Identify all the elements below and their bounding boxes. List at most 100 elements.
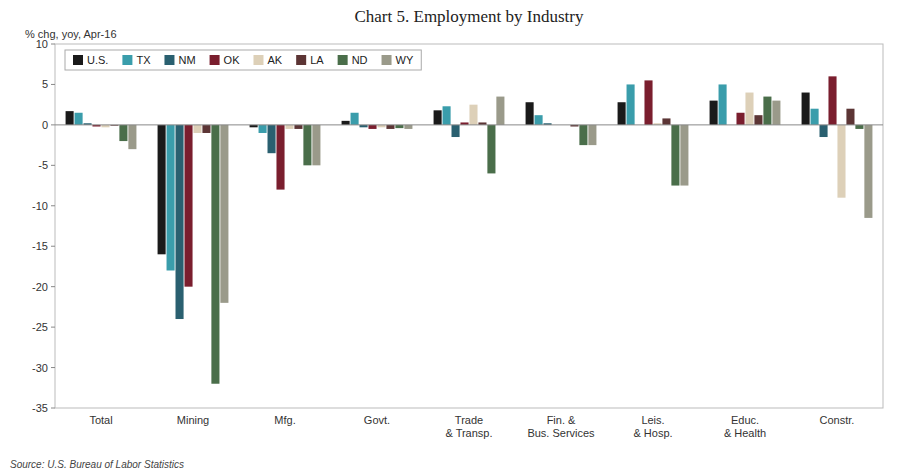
legend-swatch [122, 55, 132, 65]
x-tick-label: Govt. [364, 414, 390, 426]
y-tick-label: -20 [32, 281, 48, 293]
legend-label: NM [178, 54, 195, 66]
bar [211, 125, 219, 384]
legend-label: OK [224, 54, 241, 66]
x-tick-label: Trade& Transp. [445, 414, 492, 439]
bar [220, 125, 228, 303]
bar [736, 113, 744, 125]
x-tick-label: Mining [177, 414, 209, 426]
bar [294, 125, 302, 129]
bar [434, 110, 442, 125]
y-tick [51, 286, 55, 287]
legend-label: ND [352, 54, 368, 66]
bar [671, 125, 679, 186]
x-axis: Total Mining Mfg. Govt. Trade& Transp. Fin. &… [89, 414, 854, 439]
bar [719, 84, 727, 124]
legend-swatch [338, 55, 348, 65]
x-tick-label: Leis.& Hosp. [633, 414, 672, 439]
bar [312, 125, 320, 165]
bar [404, 125, 412, 129]
bar [828, 76, 836, 125]
bar [119, 125, 127, 141]
x-tick-label: Fin. &Bus. Services [527, 414, 595, 439]
plot-frame [55, 44, 883, 408]
y-tick [51, 44, 55, 45]
bar [487, 125, 495, 174]
y-tick-label: -25 [32, 321, 48, 333]
bar [75, 113, 83, 125]
bar [802, 93, 810, 125]
x-tick-label: Constr. [820, 414, 855, 426]
bar [158, 125, 166, 254]
y-tick [51, 205, 55, 206]
bar [710, 101, 718, 125]
title: Chart 5. Employment by Industry [354, 7, 584, 26]
legend-swatch [164, 55, 174, 65]
bar [176, 125, 184, 319]
bar [496, 97, 504, 125]
bar [745, 93, 753, 125]
bar [618, 102, 626, 125]
bar [846, 109, 854, 125]
y-tick [51, 367, 55, 368]
bar [855, 125, 863, 129]
y-tick-label: 0 [42, 119, 48, 131]
bar [811, 109, 819, 125]
y-tick-label: -10 [32, 200, 48, 212]
bar [763, 97, 771, 125]
bar [837, 125, 845, 198]
bar [443, 106, 451, 125]
x-tick-label: Educ.& Health [724, 414, 766, 439]
y-tick-label: 5 [42, 78, 48, 90]
zero-line [55, 124, 883, 125]
bar [662, 118, 670, 124]
bar [268, 125, 276, 153]
bar [128, 125, 136, 149]
bar [351, 113, 359, 125]
legend-swatch [296, 55, 306, 65]
bar [167, 125, 175, 271]
legend-swatch [382, 55, 392, 65]
bar [184, 125, 192, 287]
legend-label: U.S. [87, 54, 108, 66]
legend-label: LA [310, 54, 324, 66]
bar [864, 125, 872, 218]
chart: Chart 5. Employment by Industry% chg, yo… [0, 0, 898, 476]
bar [259, 125, 267, 133]
legend-label: AK [267, 54, 282, 66]
source: Source: U.S. Bureau of Labor Statistics [10, 459, 184, 470]
y-tick-label: -35 [32, 402, 48, 414]
bar [820, 125, 828, 137]
y-tick-label: -15 [32, 240, 48, 252]
x-tick-label: Mfg. [274, 414, 295, 426]
bars [66, 76, 873, 383]
legend-swatch [210, 55, 220, 65]
bar [303, 125, 311, 165]
legend-frame [65, 50, 421, 70]
bar [193, 125, 201, 133]
bar [368, 125, 376, 129]
bar [627, 84, 635, 124]
bar [526, 102, 534, 125]
bar [754, 115, 762, 125]
bar [579, 125, 587, 145]
bar [772, 101, 780, 125]
bar [66, 111, 74, 125]
bar [386, 125, 394, 129]
y-axis: -35-30-25-20-15-10-50510 [32, 38, 55, 414]
bar [276, 125, 284, 190]
legend: U.S.TXNMOKAKLANDWY [65, 50, 421, 70]
y-tick [51, 246, 55, 247]
bar [588, 125, 596, 145]
y-tick-label: -30 [32, 362, 48, 374]
bar [644, 80, 652, 124]
y-tick [51, 84, 55, 85]
y-tick [51, 124, 55, 125]
legend-swatch [253, 55, 263, 65]
legend-label: TX [136, 54, 151, 66]
y-tick-label: 10 [36, 38, 48, 50]
x-tick-label: Total [89, 414, 112, 426]
legend-swatch [73, 55, 83, 65]
bar [680, 125, 688, 186]
bar [202, 125, 210, 133]
